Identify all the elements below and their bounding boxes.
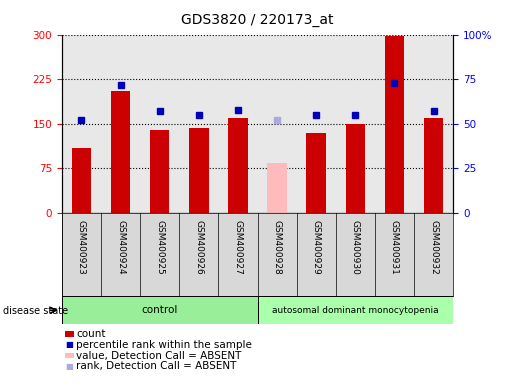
Text: GSM400927: GSM400927 — [233, 220, 243, 275]
Bar — [424, 118, 443, 213]
Text: GSM400926: GSM400926 — [194, 220, 203, 275]
Text: autosomal dominant monocytopenia: autosomal dominant monocytopenia — [272, 306, 439, 314]
Text: GSM400929: GSM400929 — [312, 220, 321, 275]
Bar — [111, 91, 130, 213]
Text: GSM400925: GSM400925 — [155, 220, 164, 275]
Text: GSM400923: GSM400923 — [77, 220, 86, 275]
Bar — [150, 130, 169, 213]
Text: value, Detection Call = ABSENT: value, Detection Call = ABSENT — [76, 351, 242, 361]
Text: rank, Detection Call = ABSENT: rank, Detection Call = ABSENT — [76, 361, 236, 371]
Text: GDS3820 / 220173_at: GDS3820 / 220173_at — [181, 13, 334, 27]
Text: GSM400932: GSM400932 — [429, 220, 438, 275]
Bar — [228, 118, 248, 213]
Text: GSM400928: GSM400928 — [272, 220, 282, 275]
Bar — [72, 148, 91, 213]
Text: control: control — [142, 305, 178, 315]
Text: GSM400924: GSM400924 — [116, 220, 125, 274]
Bar — [189, 128, 209, 213]
Text: ■: ■ — [65, 362, 74, 371]
Bar — [267, 162, 287, 213]
Bar — [306, 133, 326, 213]
FancyBboxPatch shape — [258, 296, 453, 324]
Text: count: count — [76, 329, 106, 339]
Text: ■: ■ — [65, 340, 74, 349]
Text: percentile rank within the sample: percentile rank within the sample — [76, 340, 252, 350]
Text: GSM400930: GSM400930 — [351, 220, 360, 275]
FancyBboxPatch shape — [62, 296, 258, 324]
Bar — [385, 36, 404, 213]
Text: GSM400931: GSM400931 — [390, 220, 399, 275]
Text: disease state: disease state — [3, 306, 67, 316]
Bar — [346, 124, 365, 213]
